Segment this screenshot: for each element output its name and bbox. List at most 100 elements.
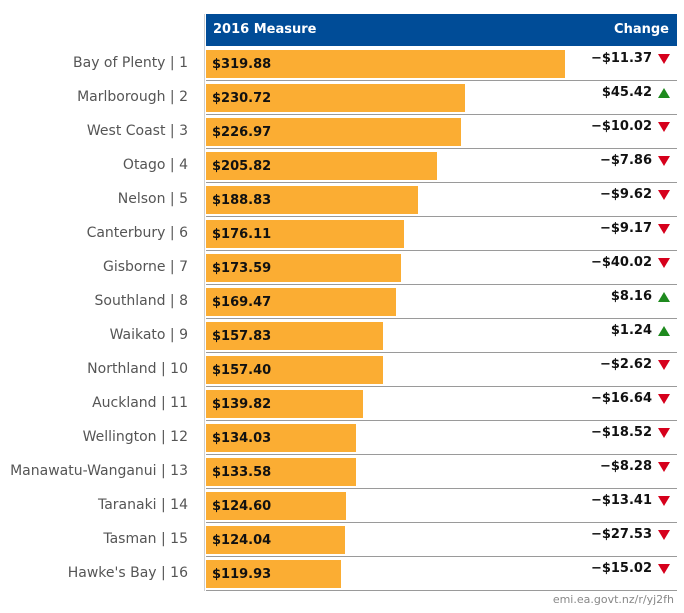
table-row: Southland | 8 $169.47 $8.16 [0, 285, 684, 319]
category-label: Southland | 8 [94, 293, 188, 309]
change-cell: −$8.28 [600, 459, 670, 474]
arrow-down-icon [658, 495, 670, 506]
category-label: Hawke's Bay | 16 [67, 565, 188, 581]
bar-value-label: $133.58 [212, 465, 272, 480]
bar [206, 50, 565, 78]
bar [206, 186, 418, 214]
arrow-down-icon [658, 529, 670, 540]
bar [206, 356, 383, 384]
change-value: $45.42 [601, 85, 652, 100]
bar [206, 220, 404, 248]
change-value: −$18.52 [590, 425, 652, 440]
arrow-down-icon [658, 53, 670, 64]
category-label: Canterbury | 6 [86, 225, 188, 241]
row-divider [206, 250, 677, 251]
category-label: Taranaki | 14 [97, 497, 188, 513]
bar-value-label: $176.11 [212, 227, 272, 242]
bar-value-label: $124.60 [212, 499, 272, 514]
change-cell: −$9.62 [600, 187, 670, 202]
bar [206, 118, 461, 146]
change-cell: −$13.41 [591, 493, 670, 508]
source-link[interactable]: emi.ea.govt.nz/r/yj2fh [552, 593, 674, 606]
table-row: Wellington | 12 $134.03 −$18.52 [0, 421, 684, 455]
bar-value-label: $226.97 [212, 125, 272, 140]
bar-value-label: $205.82 [212, 159, 272, 174]
category-label: Bay of Plenty | 1 [73, 55, 188, 71]
table-row: Tasman | 15 $124.04 −$27.53 [0, 523, 684, 557]
row-divider [206, 182, 677, 183]
arrow-down-icon [658, 121, 670, 132]
change-cell: −$40.02 [591, 255, 670, 270]
arrow-down-icon [658, 155, 670, 166]
change-value: −$2.62 [599, 357, 652, 372]
bar-value-label: $319.88 [212, 57, 272, 72]
bar-value-label: $134.03 [212, 431, 272, 446]
row-divider [206, 216, 677, 217]
table-row: Waikato | 9 $157.83 $1.24 [0, 319, 684, 353]
category-label: Auckland | 11 [92, 395, 188, 411]
bar [206, 424, 356, 452]
change-value: −$9.62 [599, 187, 652, 202]
bar [206, 288, 396, 316]
table-row: West Coast | 3 $226.97 −$10.02 [0, 115, 684, 149]
arrow-up-icon [658, 325, 670, 336]
bar [206, 390, 363, 418]
bar [206, 560, 341, 588]
change-value: −$8.28 [599, 459, 652, 474]
bar-value-label: $124.04 [212, 533, 272, 548]
bar-value-label: $139.82 [212, 397, 272, 412]
row-divider [206, 522, 677, 523]
row-divider [206, 420, 677, 421]
bar [206, 526, 345, 554]
change-value: −$27.53 [590, 527, 652, 542]
arrow-up-icon [658, 87, 670, 98]
change-cell: $1.24 [611, 323, 670, 338]
row-divider [206, 386, 677, 387]
bar [206, 458, 356, 486]
row-divider [206, 488, 677, 489]
arrow-up-icon [658, 291, 670, 302]
change-cell: −$11.37 [591, 51, 670, 66]
bar-value-label: $188.83 [212, 193, 272, 208]
measure-header: 2016 Measure [213, 22, 317, 37]
bar [206, 84, 465, 112]
change-value: −$40.02 [590, 255, 652, 270]
bar [206, 492, 346, 520]
table-header: 2016 Measure Change [206, 14, 677, 46]
category-label: Marlborough | 2 [77, 89, 188, 105]
change-cell: −$9.17 [600, 221, 670, 236]
row-divider [206, 114, 677, 115]
category-label: Northland | 10 [87, 361, 188, 377]
row-divider [206, 590, 677, 591]
change-cell: −$2.62 [600, 357, 670, 372]
category-label: Manawatu-Wanganui | 13 [10, 463, 188, 479]
table-row: Northland | 10 $157.40 −$2.62 [0, 353, 684, 387]
table-row: Taranaki | 14 $124.60 −$13.41 [0, 489, 684, 523]
row-divider [206, 556, 677, 557]
change-value: −$9.17 [599, 221, 652, 236]
bar-value-label: $173.59 [212, 261, 272, 276]
bar [206, 322, 383, 350]
arrow-down-icon [658, 257, 670, 268]
change-value: −$13.41 [590, 493, 652, 508]
row-divider [206, 148, 677, 149]
arrow-down-icon [658, 427, 670, 438]
bar [206, 152, 437, 180]
change-cell: $45.42 [602, 85, 670, 100]
table-row: Hawke's Bay | 16 $119.93 −$15.02 [0, 557, 684, 591]
change-cell: −$16.64 [591, 391, 670, 406]
bar-value-label: $230.72 [212, 91, 272, 106]
row-divider [206, 80, 677, 81]
category-label: West Coast | 3 [86, 123, 188, 139]
table-row: Bay of Plenty | 1 $319.88 −$11.37 [0, 47, 684, 81]
table-row: Manawatu-Wanganui | 13 $133.58 −$8.28 [0, 455, 684, 489]
arrow-down-icon [658, 393, 670, 404]
bar-value-label: $169.47 [212, 295, 272, 310]
change-value: −$7.86 [599, 153, 652, 168]
bar-value-label: $119.93 [212, 567, 272, 582]
change-value: $8.16 [610, 289, 652, 304]
arrow-down-icon [658, 563, 670, 574]
bar [206, 254, 401, 282]
change-value: $1.24 [610, 323, 652, 338]
